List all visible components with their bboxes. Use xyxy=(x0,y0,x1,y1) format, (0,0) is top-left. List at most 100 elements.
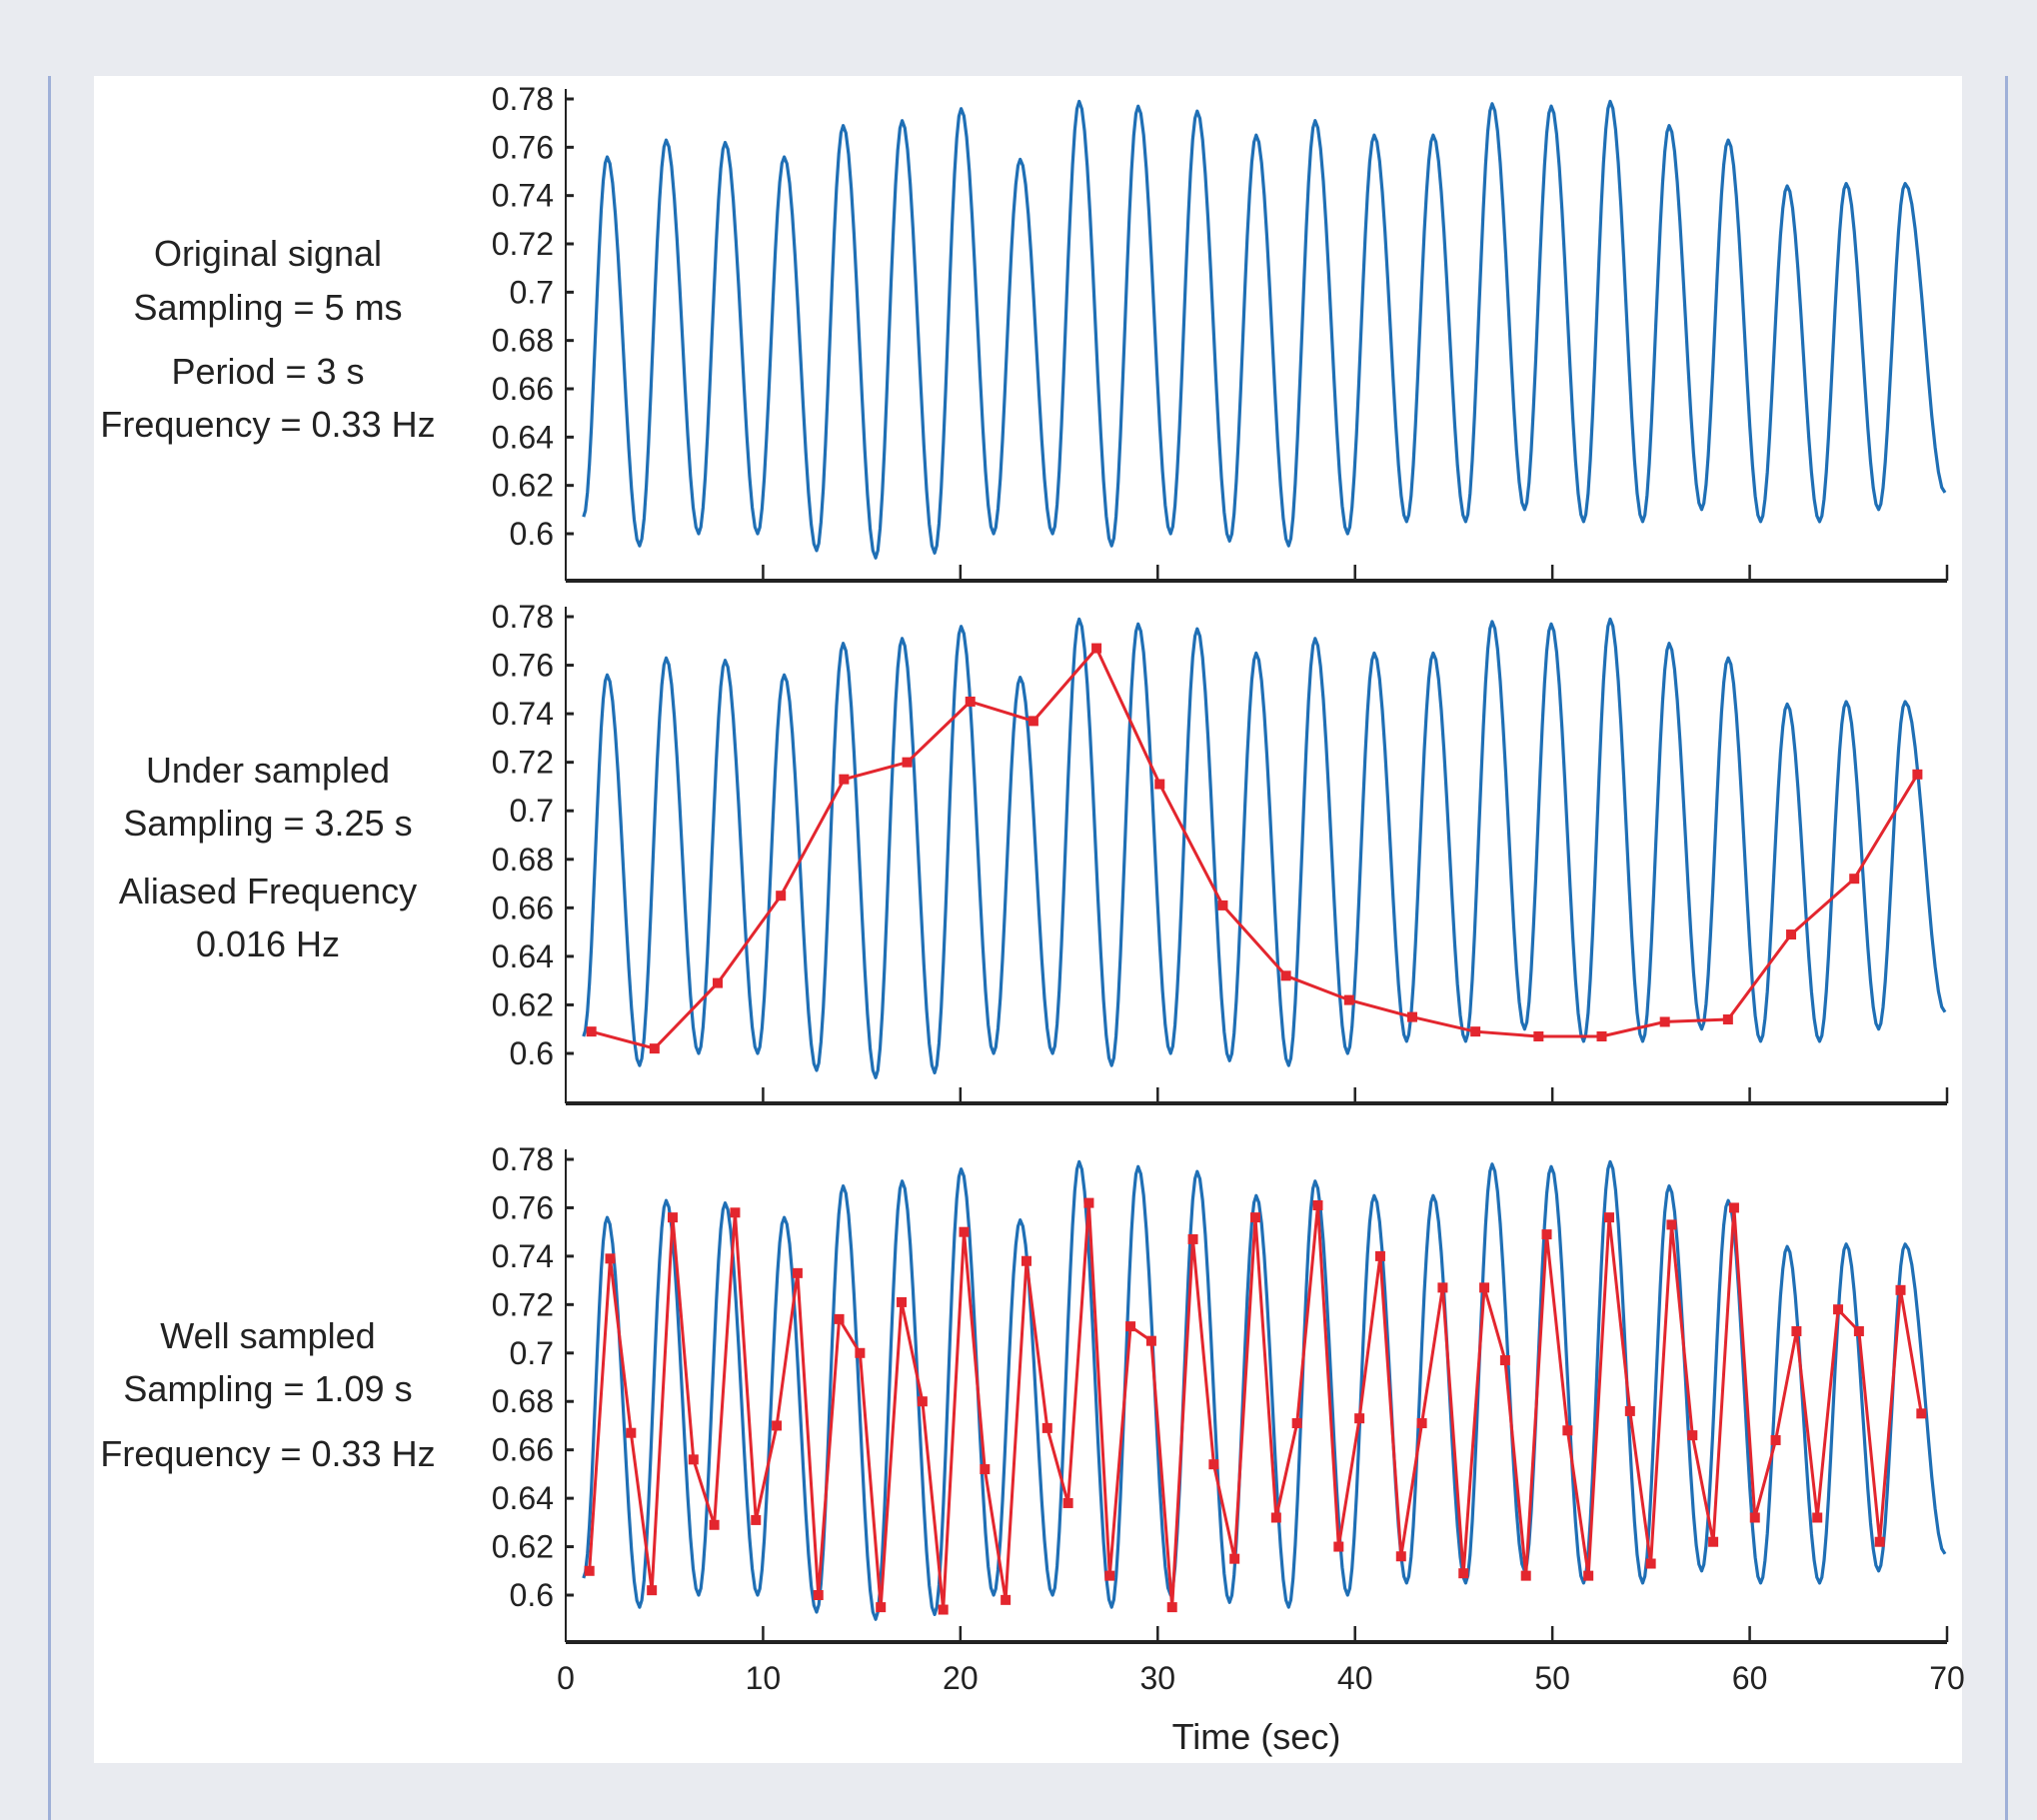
y-tick-label: 0.72 xyxy=(492,226,554,262)
panel-label-line: Frequency = 0.33 Hz xyxy=(100,1433,435,1474)
panel-1: Original signal Sampling = 5 ms Period = 3… xyxy=(100,81,1949,583)
sample-point xyxy=(1687,1430,1698,1441)
sample-point xyxy=(1145,1335,1156,1346)
sample-point xyxy=(1104,1570,1115,1581)
y-tick-label: 0.66 xyxy=(492,1432,554,1468)
sample-point xyxy=(1603,1212,1614,1223)
sample-point xyxy=(1125,1321,1136,1332)
panel-label-line: Sampling = 5 ms xyxy=(133,287,402,328)
sample-point xyxy=(1499,1355,1510,1366)
sample-point xyxy=(876,1602,887,1613)
sample-point xyxy=(1791,1325,1802,1336)
y-tick-label: 0.64 xyxy=(492,938,554,974)
sample-point xyxy=(1343,994,1354,1005)
sample-point xyxy=(1596,1031,1607,1042)
y-tick-label: 0.62 xyxy=(492,468,554,504)
sample-point xyxy=(1229,1553,1240,1564)
y-tick-label: 0.74 xyxy=(492,696,554,732)
y-tick-label: 0.74 xyxy=(492,1238,554,1274)
sample-point xyxy=(1728,1202,1739,1213)
sample-point xyxy=(1853,1325,1864,1336)
sample-point xyxy=(1166,1602,1177,1613)
sample-point xyxy=(1395,1551,1406,1562)
sample-point xyxy=(1562,1425,1573,1436)
sample-point xyxy=(1020,1255,1031,1266)
original-signal-line xyxy=(582,99,1947,560)
sample-point xyxy=(1666,1219,1677,1230)
y-tick-label: 0.7 xyxy=(510,793,554,829)
y-tick-label: 0.6 xyxy=(510,1577,554,1613)
x-tick-label: 50 xyxy=(1534,1660,1570,1696)
sample-point xyxy=(1912,769,1923,780)
sample-point xyxy=(792,1267,803,1278)
sample-point xyxy=(1833,1304,1844,1315)
panel-label-line: Original signal xyxy=(154,233,382,274)
sample-point xyxy=(1479,1282,1490,1293)
sample-point xyxy=(1154,779,1165,790)
sample-point xyxy=(1458,1568,1469,1579)
panel-label-line: Well sampled xyxy=(160,1315,375,1356)
sample-point xyxy=(959,1226,970,1237)
sample-point xyxy=(1874,1536,1885,1547)
y-tick-label: 0.62 xyxy=(492,986,554,1022)
sample-point xyxy=(688,1454,699,1465)
sample-point xyxy=(813,1590,824,1600)
sample-point xyxy=(1520,1570,1531,1581)
sample-point xyxy=(1091,643,1102,654)
sample-point xyxy=(1406,1011,1417,1022)
sample-point xyxy=(730,1207,741,1218)
y-tick-label: 0.76 xyxy=(492,648,554,684)
y-tick-label: 0.64 xyxy=(492,1480,554,1516)
y-tick-label: 0.66 xyxy=(492,890,554,925)
sample-point xyxy=(626,1427,637,1438)
y-tick-label: 0.7 xyxy=(510,274,554,310)
sample-point xyxy=(584,1565,595,1576)
sample-point xyxy=(980,1464,991,1475)
sample-point xyxy=(839,774,850,785)
sample-point xyxy=(902,757,913,768)
sample-point xyxy=(776,891,787,902)
sample-point xyxy=(855,1347,866,1358)
panel-label-line: Period = 3 s xyxy=(171,351,364,392)
y-tick-label: 0.68 xyxy=(492,842,554,878)
sample-point xyxy=(1895,1284,1906,1295)
sample-point xyxy=(1812,1512,1823,1523)
y-tick-label: 0.76 xyxy=(492,1189,554,1225)
sample-point xyxy=(1583,1570,1594,1581)
x-tick-label: 60 xyxy=(1732,1660,1768,1696)
sample-point xyxy=(834,1313,845,1324)
sample-point xyxy=(1291,1418,1302,1429)
sample-point xyxy=(965,696,976,707)
panel-label-line: Sampling = 1.09 s xyxy=(123,1368,412,1409)
x-tick-label: 20 xyxy=(943,1660,979,1696)
y-tick-label: 0.76 xyxy=(492,129,554,165)
sample-point xyxy=(1354,1413,1365,1424)
sample-point xyxy=(751,1514,762,1525)
sample-point xyxy=(1659,1016,1670,1027)
sample-point xyxy=(1770,1434,1781,1445)
x-tick-label: 40 xyxy=(1337,1660,1373,1696)
sample-point xyxy=(709,1519,720,1530)
y-tick-label: 0.72 xyxy=(492,745,554,781)
sample-point xyxy=(897,1296,908,1307)
sample-point xyxy=(1027,716,1038,727)
sample-point xyxy=(1333,1541,1344,1552)
panel-label-line: Under sampled xyxy=(146,750,390,791)
sample-point xyxy=(1437,1282,1448,1293)
x-axis-label: Time (sec) xyxy=(1172,1716,1341,1757)
sample-point xyxy=(1083,1197,1094,1208)
sample-point xyxy=(586,1026,597,1037)
y-tick-label: 0.68 xyxy=(492,1383,554,1419)
y-tick-label: 0.68 xyxy=(492,323,554,359)
original-signal-line xyxy=(582,617,1947,1079)
x-tick-label: 70 xyxy=(1929,1660,1965,1696)
sample-point xyxy=(1849,874,1860,885)
sample-point xyxy=(1624,1405,1635,1416)
x-tick-label: 30 xyxy=(1139,1660,1175,1696)
sample-point xyxy=(647,1585,658,1596)
sample-point xyxy=(1250,1212,1261,1223)
sample-point xyxy=(1645,1558,1656,1569)
frame-border-right xyxy=(2005,76,2008,1820)
y-tick-label: 0.64 xyxy=(492,419,554,455)
